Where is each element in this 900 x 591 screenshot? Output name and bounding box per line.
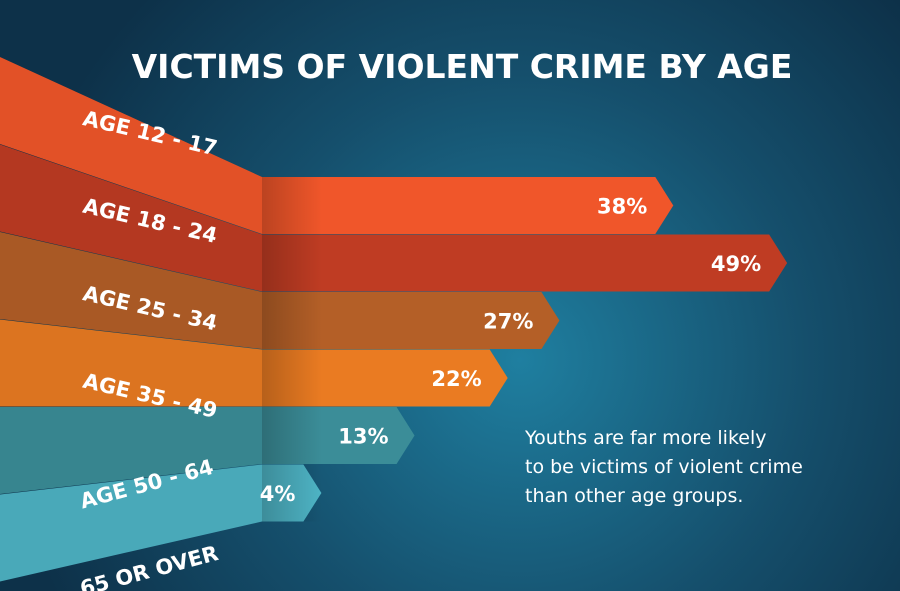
chart-title: VICTIMS OF VIOLENT CRIME BY AGE bbox=[132, 47, 793, 86]
bar-fold-shadow bbox=[262, 234, 322, 292]
annotation-text: Youths are far more likely to be victims… bbox=[524, 427, 809, 507]
value-label: 38% bbox=[597, 195, 647, 219]
bar bbox=[262, 349, 508, 407]
bar-ribbon-left bbox=[0, 407, 262, 494]
bar-ribbon-left bbox=[0, 319, 262, 407]
bars-group bbox=[0, 57, 788, 582]
bar-fold-shadow bbox=[262, 177, 322, 234]
value-label: 27% bbox=[483, 310, 533, 334]
bar bbox=[262, 234, 788, 292]
bar-fold-shadow bbox=[262, 407, 322, 464]
bar-fold-shadow bbox=[262, 349, 322, 407]
annotation-line-2: to be victims of violent crime bbox=[525, 456, 803, 478]
value-label: 13% bbox=[338, 425, 388, 449]
value-label: 49% bbox=[711, 252, 761, 276]
bar-fold-shadow bbox=[262, 292, 322, 349]
bar-fold-shadow bbox=[262, 464, 322, 522]
bar-ribbon-left bbox=[0, 232, 262, 349]
annotation-line-1: Youths are far more likely bbox=[524, 427, 766, 449]
bar-ribbon-left bbox=[0, 144, 262, 292]
value-label: 4% bbox=[260, 482, 296, 506]
bar bbox=[262, 177, 674, 234]
annotation-line-3: than other age groups. bbox=[525, 485, 743, 507]
bar-ribbon-left bbox=[0, 464, 262, 582]
value-label: 22% bbox=[431, 367, 481, 391]
bar-ribbon-left bbox=[0, 57, 262, 234]
bar bbox=[262, 292, 560, 349]
